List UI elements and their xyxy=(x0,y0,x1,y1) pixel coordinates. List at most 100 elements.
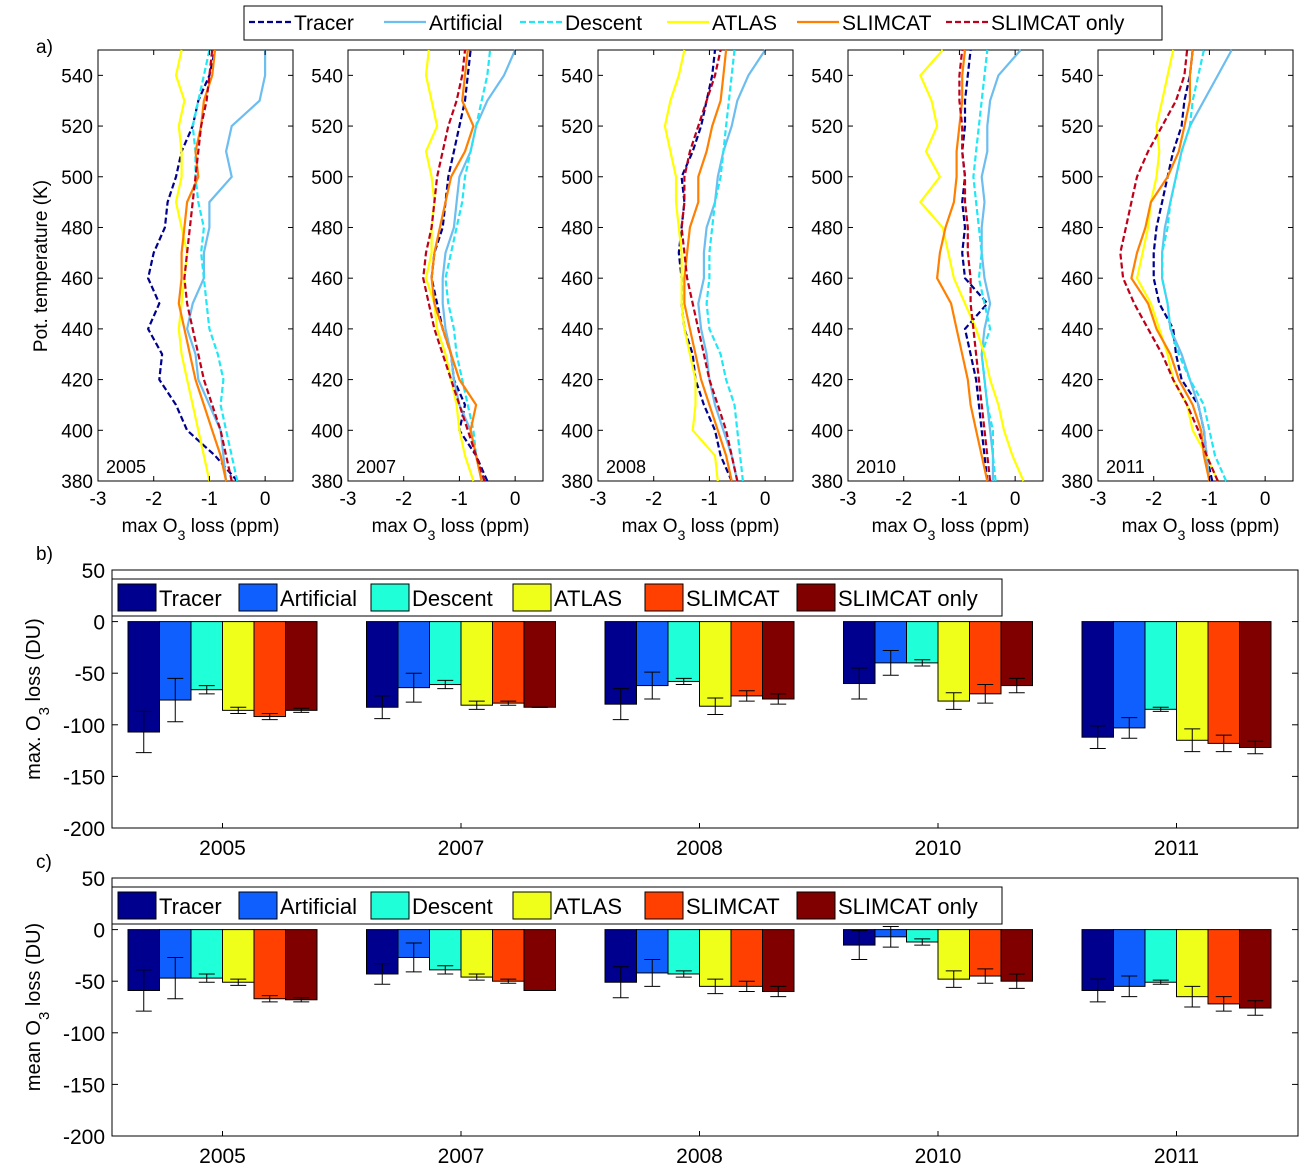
profile-line-slimcat-only xyxy=(422,49,486,482)
y-tick-label: 540 xyxy=(311,66,343,87)
x-tick-label: -1 xyxy=(701,489,718,510)
bar-descent-2005 xyxy=(190,621,223,691)
y-tick-label: 460 xyxy=(61,269,93,290)
bar-descent-2005 xyxy=(190,929,223,979)
bar-slimcat-2008 xyxy=(730,929,763,987)
y-tick-label: 400 xyxy=(61,421,93,442)
category-label: 2011 xyxy=(1154,1145,1199,1167)
bar-descent-2008 xyxy=(667,929,700,975)
year-label: 2005 xyxy=(106,457,146,477)
bar-tracer-2007 xyxy=(366,621,399,708)
y-tick-label: 380 xyxy=(811,472,843,493)
y-tick-label: -150 xyxy=(63,1074,105,1097)
bar-slimcat-2010 xyxy=(969,621,1002,695)
y-tick-label: 0 xyxy=(93,920,105,943)
profile-line-slimcat-only xyxy=(958,49,992,482)
y-tick-label: 420 xyxy=(61,371,93,392)
category-label: 2008 xyxy=(676,837,723,860)
y-tick-label: -50 xyxy=(75,971,105,994)
bar-slimcat-2011 xyxy=(1207,929,1240,1005)
x-axis-label: max O3 loss (ppm) xyxy=(372,516,530,544)
profile-subplot-2008: -3 -2 -1 0 380 400 420 440 460 480 500 520 540 2008 ma… xyxy=(561,49,794,544)
bar-atlas-2007 xyxy=(460,929,493,978)
legend-label-tracer: Tracer xyxy=(159,894,222,919)
bar-atlas-2005 xyxy=(222,621,255,711)
profile-line-slimcat xyxy=(935,49,989,482)
profile-line-tracer xyxy=(677,49,733,482)
bar-atlas-2005 xyxy=(222,929,255,983)
bar-slimcat-only-2010 xyxy=(1000,929,1033,982)
x-tick-label: 0 xyxy=(510,489,521,510)
bar-atlas-2010 xyxy=(937,621,970,702)
legend-label-descent: Descent xyxy=(412,586,493,611)
bar-atlas-2011 xyxy=(1176,929,1209,998)
y-tick-label: -50 xyxy=(75,663,105,686)
plot-frame xyxy=(1097,49,1294,482)
panel-label-a: a) xyxy=(36,37,53,58)
y-tick-label: -150 xyxy=(63,766,105,789)
y-tick-label: 480 xyxy=(61,218,93,239)
y-tick-label: 480 xyxy=(311,218,343,239)
legend-label-descent: Descent xyxy=(565,12,642,35)
bar-atlas-2011 xyxy=(1176,621,1209,741)
legend-swatch-artificial xyxy=(238,891,278,920)
profile-line-descent xyxy=(444,49,492,482)
legend-label-artificial: Artificial xyxy=(280,894,357,919)
category-label: 2011 xyxy=(1154,837,1199,860)
y-tick-label: -100 xyxy=(63,715,105,738)
y-tick-label: 500 xyxy=(561,168,593,189)
bar-atlas-2007 xyxy=(460,621,493,706)
x-tick-label: -1 xyxy=(951,489,968,510)
y-tick-label: 480 xyxy=(561,218,593,239)
legend-label-slimcat: SLIMCAT xyxy=(686,586,780,611)
y-tick-label: -100 xyxy=(63,1023,105,1046)
bar-descent-2010 xyxy=(906,621,939,664)
y-tick-label: -200 xyxy=(63,1126,105,1149)
bar-slimcat-only-2008 xyxy=(762,929,795,993)
y-tick-label: 50 xyxy=(82,868,105,891)
bar-slimcat-only-2011 xyxy=(1239,929,1272,1009)
profile-line-slimcat xyxy=(1130,49,1211,482)
legend-swatch-slimcat-only xyxy=(796,583,836,612)
bar-slimcat-2005 xyxy=(253,929,286,1000)
y-tick-label: 440 xyxy=(311,320,343,341)
panel-b-max-loss-bars: 2005 2007 2008 2010 2011 -200 -150 -100 -50 0 50 ma… xyxy=(23,560,1299,860)
profile-subplot-2010: -3 -2 -1 0 380 400 420 440 460 480 500 520 540 2010 ma… xyxy=(811,49,1044,544)
bar-atlas-2008 xyxy=(699,929,732,987)
category-label: 2007 xyxy=(438,837,485,860)
y-tick-label: 520 xyxy=(1061,117,1093,138)
profile-legend: Tracer Artificial Descent ATLAS SLIMCAT SLIMC… xyxy=(243,5,1163,41)
plot-frame xyxy=(597,49,794,482)
profile-line-atlas xyxy=(663,49,719,482)
bar-slimcat-2005 xyxy=(253,621,286,718)
profile-line-slimcat xyxy=(430,49,483,482)
profile-line-descent xyxy=(191,49,239,482)
bar-slimcat-2011 xyxy=(1207,621,1240,744)
bar-slimcat-only-2010 xyxy=(1000,621,1033,687)
x-tick-label: -2 xyxy=(1145,489,1162,510)
bar-descent-2011 xyxy=(1144,929,1177,983)
y-tick-label: 520 xyxy=(61,117,93,138)
plot-frame xyxy=(847,49,1044,482)
y-tick-label: 520 xyxy=(561,117,593,138)
x-tick-label: 0 xyxy=(260,489,271,510)
legend-label-descent: Descent xyxy=(412,894,493,919)
x-axis-label: max O3 loss (ppm) xyxy=(622,516,780,544)
legend-swatch-tracer xyxy=(117,583,157,612)
x-tick-label: -3 xyxy=(590,489,607,510)
y-tick-label: 440 xyxy=(811,320,843,341)
bar-legend: Tracer Artificial Descent ATLAS SLIMCAT SLIMC… xyxy=(111,886,1003,925)
y-tick-label: 480 xyxy=(1061,218,1093,239)
category-label: 2010 xyxy=(915,837,962,860)
y-tick-label: 400 xyxy=(561,421,593,442)
category-label: 2005 xyxy=(199,1145,246,1167)
x-tick-label: 0 xyxy=(1260,489,1271,510)
x-tick-label: -3 xyxy=(1090,489,1107,510)
y-axis-label: max. O3 loss (DU) xyxy=(23,618,53,780)
y-tick-label: 460 xyxy=(1061,269,1093,290)
y-tick-label: 540 xyxy=(1061,66,1093,87)
y-tick-label: 500 xyxy=(311,168,343,189)
y-tick-label: 540 xyxy=(561,66,593,87)
profile-line-artificial xyxy=(185,50,267,482)
